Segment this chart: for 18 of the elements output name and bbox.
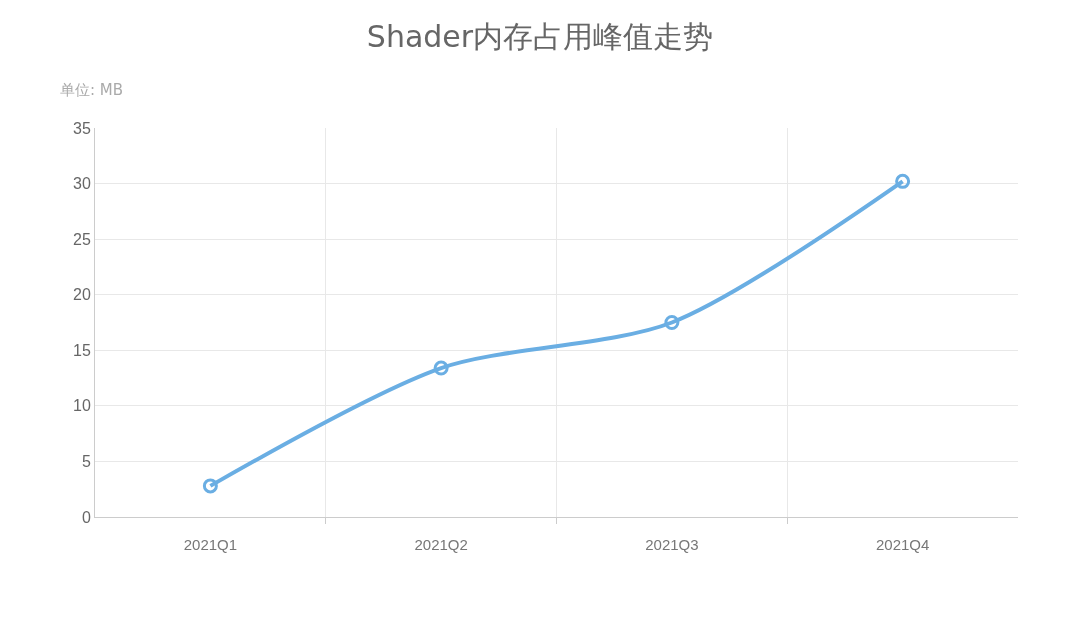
x-tick-label: 2021Q3 xyxy=(645,536,699,553)
point xyxy=(202,478,218,494)
point xyxy=(664,315,680,330)
y-tick-label: 5 xyxy=(81,453,91,471)
y-axis-title: 单位: MB xyxy=(60,81,124,99)
point xyxy=(433,360,449,376)
x-tick-label: 2021Q1 xyxy=(183,536,238,553)
y-tick-label: 25 xyxy=(73,230,91,248)
y-tick-label: 15 xyxy=(73,341,91,359)
point xyxy=(895,173,911,189)
y-tick-label: 30 xyxy=(73,175,91,193)
y-tick-label: 35 xyxy=(73,119,91,137)
chart-title: Shader内存占用峰值走势 xyxy=(366,18,714,54)
y-tick-label: 0 xyxy=(81,508,91,526)
x-tick-label: 2021Q2 xyxy=(414,536,468,553)
y-tick-label: 20 xyxy=(73,286,91,304)
x-tick-label: 2021Q4 xyxy=(875,536,930,553)
y-tick-label: 10 xyxy=(73,397,91,415)
